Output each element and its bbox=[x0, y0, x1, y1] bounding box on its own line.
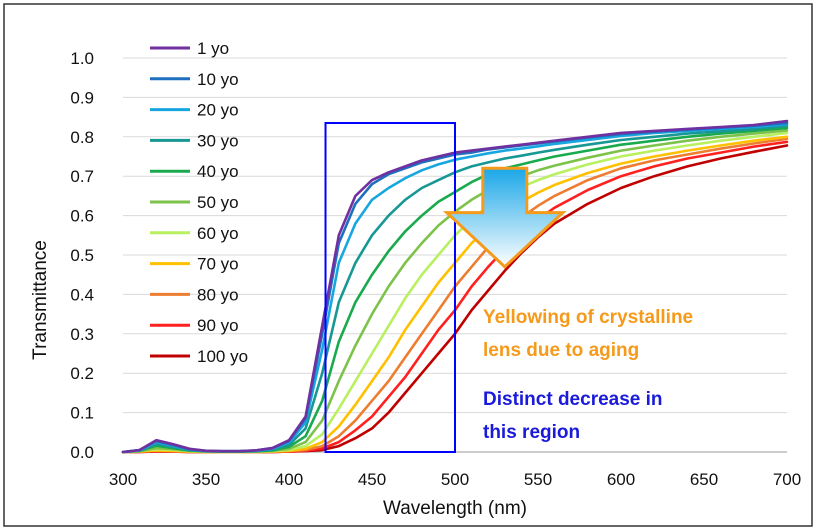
x-tick-label: 650 bbox=[690, 470, 718, 489]
y-tick-label: 0.6 bbox=[70, 207, 94, 226]
chart-border bbox=[3, 3, 813, 527]
y-tick-label: 0.2 bbox=[70, 364, 94, 383]
y-tick-label: 0.3 bbox=[70, 325, 94, 344]
x-tick-label: 500 bbox=[441, 470, 469, 489]
annotation-text: lens due to aging bbox=[483, 340, 639, 361]
annotations: Yellowing of crystalline lens due to agin… bbox=[483, 307, 693, 443]
highlight-rect bbox=[324, 122, 456, 453]
y-tick-label: 0.0 bbox=[70, 443, 94, 462]
legend-label: 50 yo bbox=[197, 193, 239, 212]
highlight-region bbox=[324, 122, 456, 453]
y-axis-title: Transmittance bbox=[30, 240, 51, 360]
x-axis-title: Wavelength (nm) bbox=[383, 498, 527, 519]
legend-label: 30 yo bbox=[197, 131, 239, 150]
legend-label: 100 yo bbox=[197, 347, 248, 366]
legend-label: 1 yo bbox=[197, 39, 229, 58]
annotation-text: Distinct decrease in bbox=[483, 389, 663, 410]
legend-label: 70 yo bbox=[197, 255, 239, 274]
x-tick-label: 700 bbox=[773, 470, 801, 489]
y-tick-label: 0.4 bbox=[70, 285, 94, 304]
x-tick-label: 450 bbox=[358, 470, 386, 489]
legend-label: 40 yo bbox=[197, 162, 239, 181]
y-tick-labels: 0.0 0.1 0.2 0.3 0.4 0.5 0.6 0.7 0.8 0.9 1.0 bbox=[70, 49, 94, 462]
annotation-text: this region bbox=[483, 422, 580, 443]
down-arrow-icon bbox=[442, 166, 567, 269]
legend-label: 90 yo bbox=[197, 316, 239, 335]
x-tick-label: 300 bbox=[109, 470, 137, 489]
series-lines bbox=[121, 119, 789, 454]
legend: 1 yo 10 yo 20 yo 30 yo 40 yo 50 yo 60 yo 70 yo 8… bbox=[150, 39, 248, 366]
y-tick-label: 0.7 bbox=[70, 167, 94, 186]
legend-label: 20 yo bbox=[197, 101, 239, 120]
x-tick-label: 600 bbox=[607, 470, 635, 489]
x-tick-label: 550 bbox=[524, 470, 552, 489]
annotation-text: Yellowing of crystalline bbox=[483, 307, 693, 328]
y-tick-label: 1.0 bbox=[70, 49, 94, 68]
y-tick-label: 0.5 bbox=[70, 246, 94, 265]
y-tick-label: 0.1 bbox=[70, 404, 94, 423]
y-tick-label: 0.9 bbox=[70, 88, 94, 107]
legend-label: 60 yo bbox=[197, 224, 239, 243]
x-tick-label: 350 bbox=[192, 470, 220, 489]
legend-label: 10 yo bbox=[197, 70, 239, 89]
x-tick-label: 400 bbox=[275, 470, 303, 489]
legend-label: 80 yo bbox=[197, 285, 239, 304]
decrease-arrow bbox=[442, 166, 567, 269]
x-tick-labels: 300 350 400 450 500 550 600 650 700 bbox=[109, 470, 801, 489]
y-tick-label: 0.8 bbox=[70, 128, 94, 147]
series-line bbox=[121, 119, 789, 454]
